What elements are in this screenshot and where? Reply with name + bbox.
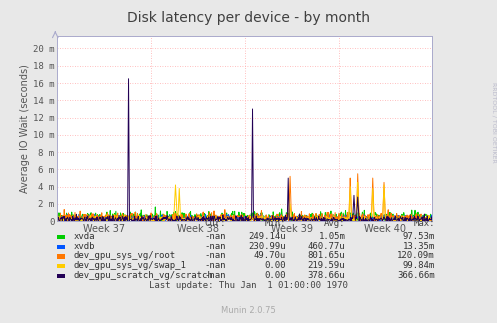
Text: 801.65u: 801.65u [308, 251, 345, 260]
Text: Disk latency per device - by month: Disk latency per device - by month [127, 11, 370, 25]
Text: 120.09m: 120.09m [397, 251, 435, 260]
Text: dev_gpu_sys_vg/root: dev_gpu_sys_vg/root [74, 251, 175, 260]
Text: Last update: Thu Jan  1 01:00:00 1970: Last update: Thu Jan 1 01:00:00 1970 [149, 281, 348, 290]
Text: Max:: Max: [414, 219, 435, 228]
Text: 0.00: 0.00 [264, 261, 286, 270]
Text: xvda: xvda [74, 232, 95, 241]
Text: -nan: -nan [205, 242, 226, 251]
Text: RRDTOOL / TOBI OETIKER: RRDTOOL / TOBI OETIKER [491, 82, 496, 163]
Y-axis label: Average IO Wait (seconds): Average IO Wait (seconds) [20, 64, 30, 193]
Text: dev_gpu_sys_vg/swap_1: dev_gpu_sys_vg/swap_1 [74, 261, 186, 270]
Text: 97.53m: 97.53m [403, 232, 435, 241]
Text: 49.70u: 49.70u [253, 251, 286, 260]
Text: 1.05m: 1.05m [319, 232, 345, 241]
Text: -nan: -nan [205, 232, 226, 241]
Text: xvdb: xvdb [74, 242, 95, 251]
Text: 219.59u: 219.59u [308, 261, 345, 270]
Text: Cur:: Cur: [205, 219, 226, 228]
Text: -nan: -nan [205, 271, 226, 280]
Text: Munin 2.0.75: Munin 2.0.75 [221, 306, 276, 315]
Text: Avg:: Avg: [324, 219, 345, 228]
Text: 378.66u: 378.66u [308, 271, 345, 280]
Text: -nan: -nan [205, 251, 226, 260]
Text: 0.00: 0.00 [264, 271, 286, 280]
Text: Min:: Min: [264, 219, 286, 228]
Text: 99.84m: 99.84m [403, 261, 435, 270]
Text: 460.77u: 460.77u [308, 242, 345, 251]
Text: 13.35m: 13.35m [403, 242, 435, 251]
Text: -nan: -nan [205, 261, 226, 270]
Text: 249.14u: 249.14u [248, 232, 286, 241]
Text: dev_gpu_scratch_vg/scratch: dev_gpu_scratch_vg/scratch [74, 271, 213, 280]
Text: 230.99u: 230.99u [248, 242, 286, 251]
Text: 366.66m: 366.66m [397, 271, 435, 280]
